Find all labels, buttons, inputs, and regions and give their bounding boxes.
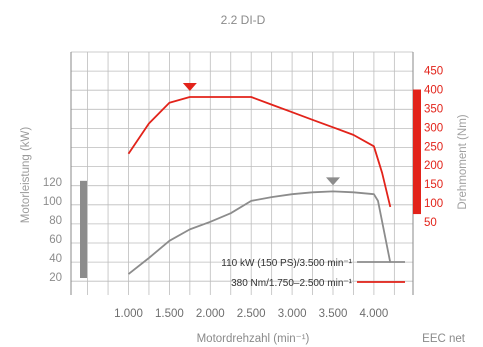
y-right-tick-label: 450 [424, 66, 443, 78]
y-left-tick-label: 80 [49, 215, 62, 227]
right-axis-range-bar [413, 89, 421, 215]
chart-title: 2.2 DI-D [221, 13, 266, 27]
chart-ticks: 20 40 60 80 100 120 50 100 150 200 250 300 350 400 450… [43, 66, 443, 320]
power-curve-line [127, 190, 392, 275]
y-left-tick-label: 100 [43, 196, 62, 208]
y-right-tick-label: 200 [424, 160, 443, 172]
y-right-tick-label: 250 [424, 141, 443, 153]
y-right-tick-label: 400 [424, 84, 443, 96]
x-tick-label: 2.500 [237, 308, 266, 320]
y-axis-left-label: Motorleistung (kW) [20, 127, 32, 224]
x-tick-label: 1.500 [155, 308, 184, 320]
y-axis-right-label: Drehmoment (Nm) [457, 114, 469, 209]
chart-series [127, 83, 392, 275]
left-axis-range-bar [80, 180, 87, 278]
x-tick-label: 4.000 [360, 308, 389, 320]
y-right-tick-label: 350 [424, 103, 443, 115]
eec-net-note: EEC net [422, 333, 466, 345]
power-peak-marker [326, 177, 340, 186]
x-axis-label: Motordrehzahl (min⁻¹) [197, 333, 310, 345]
x-tick-label: 3.000 [278, 308, 307, 320]
axis-range-bars [80, 89, 421, 278]
y-left-tick-label: 20 [49, 272, 62, 284]
torque-curve-line [127, 96, 392, 208]
chart-legend: 110 kW (150 PS)/3.500 min⁻¹ 380 Nm/1.750… [221, 258, 405, 289]
x-tick-label: 1.000 [114, 308, 143, 320]
y-right-tick-label: 300 [424, 122, 443, 134]
x-tick-label: 3.500 [319, 308, 348, 320]
y-right-tick-label: 50 [424, 217, 437, 229]
y-right-tick-label: 150 [424, 179, 443, 191]
y-right-tick-label: 100 [424, 198, 443, 210]
legend-label-torque: 380 Nm/1.750–2.500 min⁻¹ [231, 278, 353, 289]
y-left-tick-label: 60 [49, 234, 62, 246]
torque-peak-marker [182, 83, 197, 92]
y-left-tick-label: 40 [49, 253, 62, 265]
legend-label-power: 110 kW (150 PS)/3.500 min⁻¹ [221, 258, 352, 269]
x-tick-label: 2.000 [196, 308, 225, 320]
y-left-tick-label: 120 [43, 177, 62, 189]
